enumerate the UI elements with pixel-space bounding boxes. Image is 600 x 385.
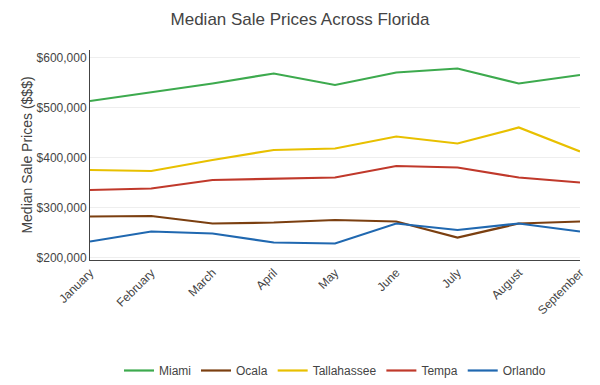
svg-text:June: June: [374, 266, 403, 295]
svg-text:Tempa: Tempa: [421, 364, 457, 378]
svg-text:Orlando: Orlando: [503, 364, 546, 378]
svg-text:March: March: [185, 266, 218, 299]
svg-text:July: July: [439, 266, 464, 291]
svg-text:Tallahassee: Tallahassee: [313, 364, 377, 378]
svg-text:Median Sale Prices ($$$): Median Sale Prices ($$$): [19, 76, 35, 233]
svg-text:Median Sale Prices Across Flor: Median Sale Prices Across Florida: [171, 10, 430, 29]
svg-text:$200,000: $200,000: [37, 251, 87, 265]
svg-text:Ocala: Ocala: [236, 364, 268, 378]
svg-text:April: April: [253, 266, 280, 293]
svg-text:September: September: [535, 266, 586, 317]
svg-text:$400,000: $400,000: [37, 151, 87, 165]
svg-text:May: May: [315, 266, 341, 292]
svg-text:$300,000: $300,000: [37, 201, 87, 215]
svg-text:February: February: [114, 266, 158, 310]
svg-text:August: August: [489, 265, 526, 302]
svg-text:January: January: [56, 266, 96, 306]
svg-text:$600,000: $600,000: [37, 51, 87, 65]
svg-text:$500,000: $500,000: [37, 101, 87, 115]
svg-text:Miami: Miami: [159, 364, 191, 378]
